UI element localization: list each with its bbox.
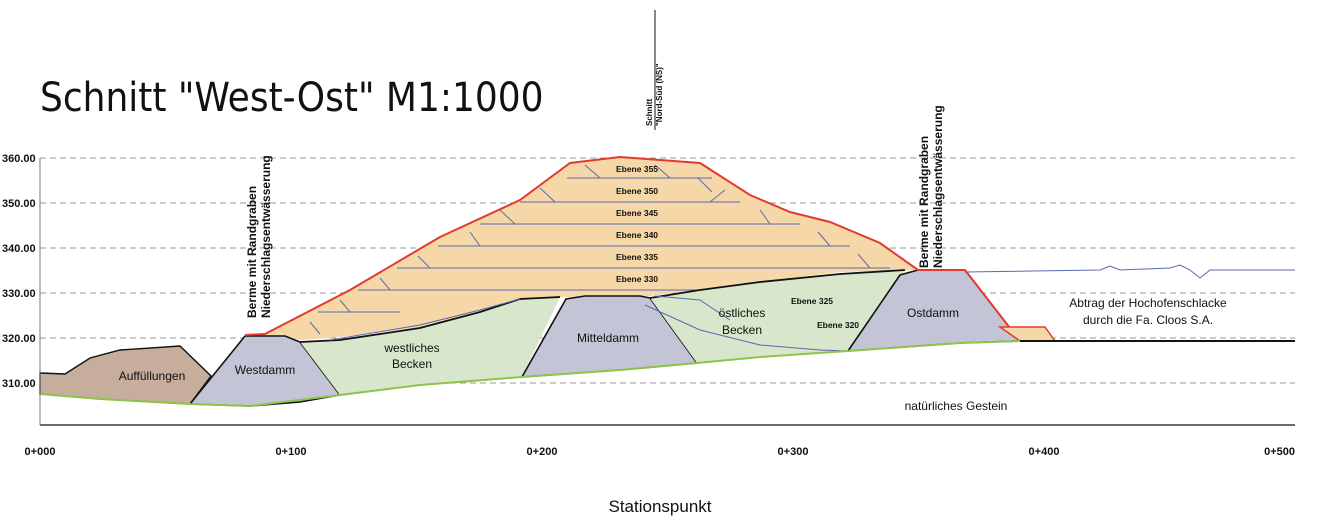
x-axis-label: Stationspunkt	[608, 497, 711, 516]
x-axis: 0+000 0+100 0+200 0+300 0+400 0+500	[25, 446, 1295, 458]
x-tick-300: 0+300	[778, 446, 809, 458]
label-ebene-325: Ebene 325	[791, 296, 833, 306]
label-west-basin-1: westliches	[383, 341, 439, 355]
x-tick-400: 0+400	[1029, 446, 1060, 458]
y-tick-350: 350.00	[2, 198, 36, 210]
west-basin-top	[299, 296, 561, 343]
level-label-345: Ebene 345	[616, 208, 658, 218]
east-terrain-line	[964, 264, 1295, 279]
west-basin-region	[300, 297, 560, 395]
heap-region	[245, 157, 918, 340]
east-basin-top	[649, 269, 906, 299]
berme-ost-line1: Berme mit Randgraben	[917, 136, 931, 268]
label-east-basin-1: östliches	[719, 306, 766, 320]
schnitt-ns-line1: Schnitt	[645, 99, 654, 126]
natural-ground-line	[39, 340, 1021, 408]
y-tick-360: 360.00	[2, 153, 36, 165]
berme-west-line1: Berme mit Randgraben	[245, 186, 259, 318]
y-tick-340: 340.00	[2, 243, 36, 255]
x-tick-100: 0+100	[276, 446, 307, 458]
schnitt-ns-line2: "Nord-Süd (NS)"	[655, 63, 664, 126]
berme-ost-line2: Niederschlagsentwässerung	[931, 105, 945, 268]
x-tick-0: 0+000	[25, 446, 56, 458]
east-basin-region	[650, 270, 905, 363]
label-mitteldamm: Mitteldamm	[577, 331, 639, 345]
label-abtrag-2: durch die Fa. Cloos S.A.	[1083, 313, 1213, 327]
x-tick-200: 0+200	[527, 446, 558, 458]
level-label-340: Ebene 340	[616, 230, 658, 240]
label-westdamm: Westdamm	[235, 363, 295, 377]
berme-west-line2: Niederschlagsentwässerung	[259, 155, 273, 318]
x-tick-500: 0+500	[1264, 446, 1295, 458]
label-ostdamm: Ostdamm	[907, 306, 959, 320]
section-title: Schnitt "West-Ost" M1:1000	[40, 75, 544, 121]
label-auffuellungen: Auffüllungen	[119, 369, 186, 383]
y-tick-320: 320.00	[2, 333, 36, 345]
level-label-355: Ebene 355	[616, 164, 658, 174]
level-label-335: Ebene 335	[616, 252, 658, 262]
y-axis: 360.00 350.00 340.00 330.00 320.00 310.0…	[2, 153, 36, 390]
level-label-330: Ebene 330	[616, 274, 658, 284]
label-abtrag-1: Abtrag der Hochofenschlacke	[1069, 296, 1227, 310]
heap-levels	[309, 164, 905, 335]
level-label-350: Ebene 350	[616, 186, 658, 196]
label-west-basin-2: Becken	[392, 357, 432, 371]
grid	[40, 157, 1295, 384]
label-ebene-320: Ebene 320	[817, 320, 859, 330]
label-gestein: natürliches Gestein	[905, 399, 1008, 413]
label-east-basin-2: Becken	[722, 323, 762, 337]
y-tick-330: 330.00	[2, 288, 36, 300]
surface-line	[244, 155, 1045, 342]
y-tick-310: 310.00	[2, 378, 36, 390]
level-labels: Ebene 355 Ebene 350 Ebene 345 Ebene 340 …	[616, 164, 658, 284]
